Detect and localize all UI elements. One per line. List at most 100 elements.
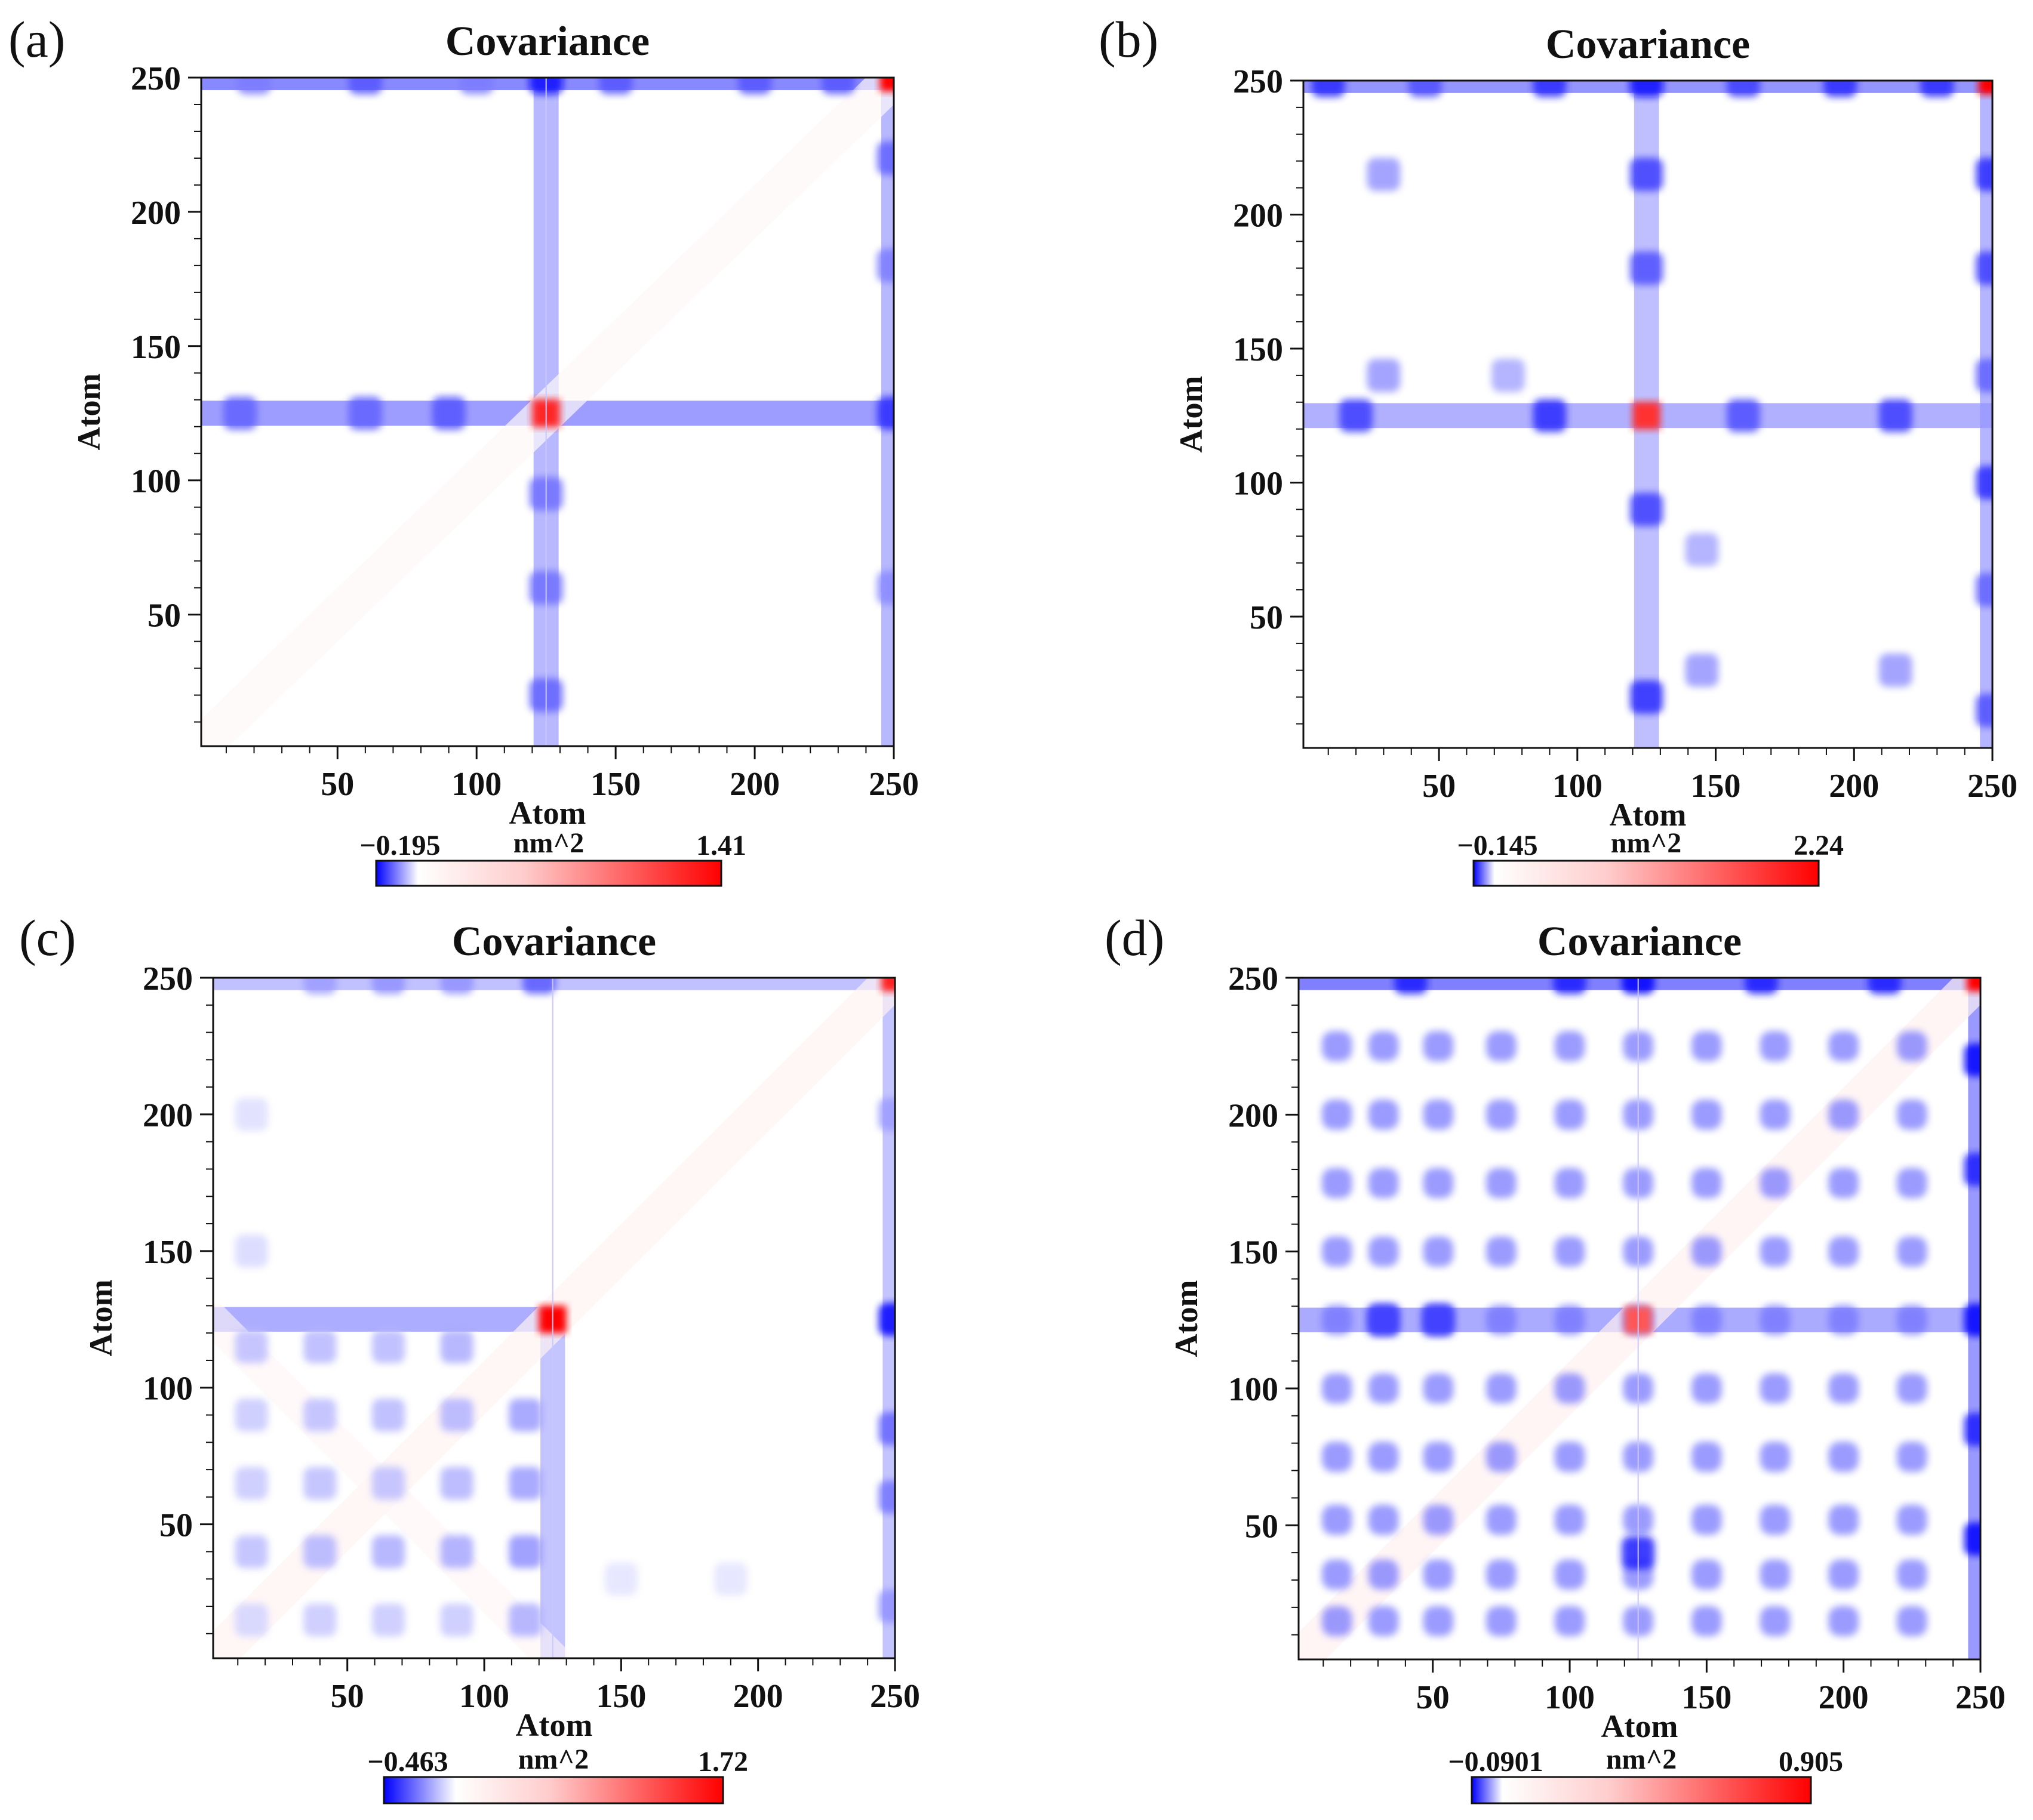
y-tick-label: 200 (1228, 1097, 1278, 1134)
y-tick-label: 50 (1245, 1508, 1278, 1545)
x-axis-label: Atom (509, 795, 586, 831)
heatmap-blob (1321, 1606, 1352, 1637)
x-tick-label: 50 (321, 766, 354, 803)
y-tick-label: 200 (1233, 197, 1283, 234)
heatmap-blob (1828, 1236, 1859, 1267)
heatmap-blob (1976, 694, 1992, 727)
heatmap-band (213, 1307, 553, 1332)
colorbar (1471, 1776, 1812, 1804)
colorbar (375, 860, 722, 887)
x-tick-label: 50 (1416, 1679, 1450, 1716)
heatmap-blob (1321, 1100, 1352, 1130)
heatmap-blob (1423, 1504, 1454, 1535)
heatmap-blob (1368, 1168, 1399, 1199)
heatmap-blob (1368, 1559, 1399, 1590)
heatmap-blob (878, 1480, 895, 1514)
heatmap-blob (235, 1467, 268, 1500)
heatmap-blob (235, 1234, 268, 1268)
heatmap-hotspot (881, 978, 895, 991)
chart-panel-2: 50 100 150 200 250 50 100 150 200 250 Covariance (c… (19, 909, 920, 1804)
heatmap-blob (1629, 158, 1663, 191)
y-tick-label: 150 (1233, 331, 1283, 368)
y-axis-label: Atom (71, 374, 107, 451)
heatmap-blob (1897, 1559, 1927, 1590)
heatmap-blob (1745, 978, 1778, 994)
heatmap-blob (432, 396, 466, 430)
heatmap-blob (1760, 1236, 1791, 1267)
heatmap-blob (1868, 978, 1901, 994)
heatmap-blob (1691, 1100, 1722, 1130)
heatmap-blob (1486, 1031, 1517, 1061)
x-tick-label: 150 (1681, 1679, 1731, 1716)
x-tick-label: 150 (590, 766, 641, 803)
heatmap-blob (1823, 81, 1857, 97)
y-tick-label: 50 (159, 1507, 193, 1544)
heatmap-blob (1339, 399, 1373, 433)
heatmap-blob (1760, 1305, 1791, 1335)
heatmap-blob (1368, 1442, 1399, 1472)
x-axis-label: Atom (1610, 797, 1687, 833)
x-tick-label: 50 (1422, 768, 1456, 805)
colorbar-max-label: 1.41 (696, 830, 746, 861)
heatmap-blob (1964, 1043, 1980, 1077)
y-tick-label: 250 (131, 60, 181, 97)
heatmap-blob (440, 978, 473, 994)
heatmap-blob (1760, 1168, 1791, 1199)
heatmap-blob (1976, 359, 1992, 392)
heatmap-blob (1685, 532, 1719, 566)
heatmap-blob (1423, 1373, 1454, 1404)
heatmap-blob (1691, 1236, 1722, 1267)
y-axis-label: Atom (1168, 1280, 1204, 1357)
heatmap-blob (1897, 1606, 1927, 1637)
y-tick-label: 250 (143, 960, 193, 997)
heatmap-blob (372, 1399, 405, 1432)
colorbar-unit-label: nm^2 (1611, 827, 1682, 859)
x-tick-label: 150 (596, 1678, 646, 1715)
heatmap-blob (1321, 1559, 1352, 1590)
heatmap-blob (1553, 978, 1586, 994)
heatmap-blob (1554, 1236, 1585, 1267)
plot-frame (1302, 79, 1994, 749)
heatmap-blob (1533, 81, 1567, 97)
heatmap-blob (1976, 251, 1992, 285)
heatmap-blob (303, 1467, 337, 1500)
heatmap-blob (604, 1562, 638, 1596)
heatmap-blob (877, 396, 894, 430)
heatmap-blob (1321, 1168, 1352, 1199)
heatmap-blob (1486, 1168, 1517, 1199)
heatmap-blob (1629, 81, 1663, 97)
heatmap-blob (237, 78, 271, 94)
y-axis-label: Atom (1173, 376, 1209, 453)
heatmap-blob (1486, 1606, 1517, 1637)
y-tick-label: 100 (1233, 465, 1283, 502)
heatmap-hotspot (1978, 81, 1992, 95)
y-tick-label: 250 (1233, 63, 1283, 100)
y-tick-label: 250 (1228, 960, 1278, 997)
panel-letter: (d) (1105, 909, 1164, 966)
heatmap-blob (372, 1603, 405, 1637)
heatmap-blob (509, 1467, 542, 1500)
colorbar-max-label: 2.24 (1794, 830, 1844, 861)
heatmap-blob (348, 396, 382, 430)
heatmap-blob (372, 1535, 405, 1568)
heatmap-blob (460, 78, 494, 94)
heatmap-blob (1828, 1305, 1859, 1335)
heatmap-blob (1368, 1373, 1399, 1404)
heatmap-blob (522, 978, 556, 994)
x-axis-label: Atom (1601, 1708, 1678, 1744)
heatmap-blob (1760, 1559, 1791, 1590)
heatmap-blob (1486, 1442, 1517, 1472)
heatmap-blob (1760, 1606, 1791, 1637)
heatmap-blob (1897, 1373, 1927, 1404)
chart-panel-0: 50 100 150 200 250 50 100 150 200 250 Covariance (a… (8, 11, 919, 887)
heatmap-blob (1368, 1100, 1399, 1130)
heatmap-blob (1964, 1153, 1980, 1186)
heatmap-blob (372, 978, 405, 994)
heatmap-blob (509, 1603, 542, 1637)
heatmap-blob (1897, 1100, 1927, 1130)
colorbar (1472, 860, 1820, 887)
heatmap-blob (1368, 1031, 1399, 1061)
heatmap-blob (714, 1562, 748, 1596)
heatmap-blob (599, 78, 633, 94)
heatmap-blob (1554, 1606, 1585, 1637)
